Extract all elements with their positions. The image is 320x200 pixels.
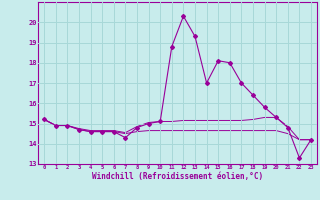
X-axis label: Windchill (Refroidissement éolien,°C): Windchill (Refroidissement éolien,°C) bbox=[92, 172, 263, 181]
